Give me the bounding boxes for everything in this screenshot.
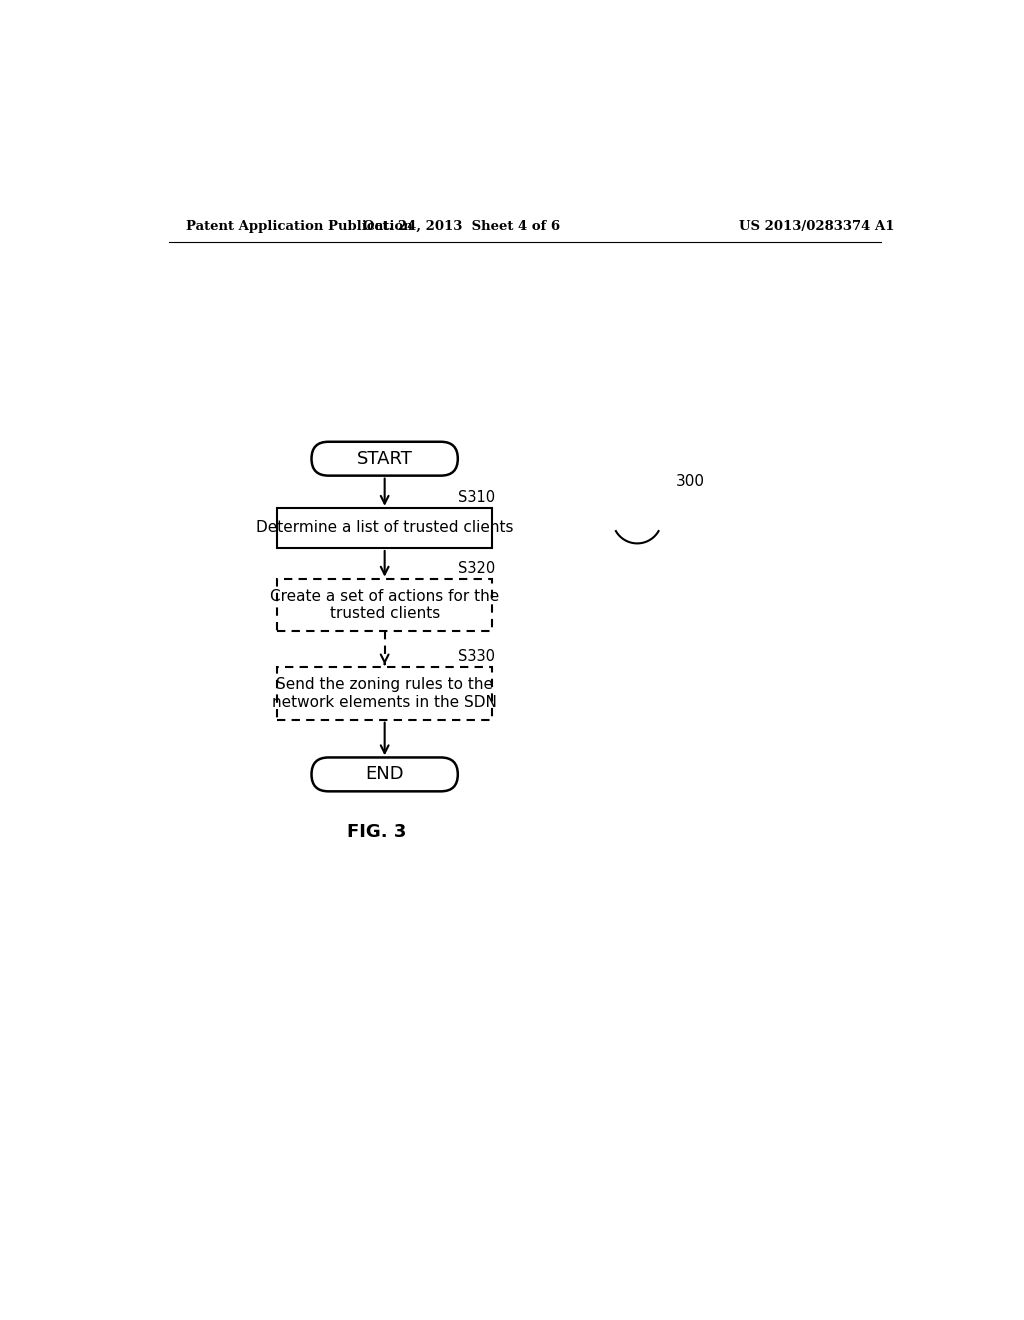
Text: US 2013/0283374 A1: US 2013/0283374 A1 <box>739 219 894 232</box>
Text: Determine a list of trusted clients: Determine a list of trusted clients <box>256 520 513 536</box>
Text: Oct. 24, 2013  Sheet 4 of 6: Oct. 24, 2013 Sheet 4 of 6 <box>364 219 560 232</box>
Text: S330: S330 <box>458 649 495 664</box>
Bar <box>276 508 493 548</box>
Text: 300: 300 <box>676 474 705 490</box>
Text: START: START <box>356 450 413 467</box>
Text: Create a set of actions for the
trusted clients: Create a set of actions for the trusted … <box>270 589 500 622</box>
FancyBboxPatch shape <box>311 758 458 792</box>
Text: S310: S310 <box>458 490 495 506</box>
Bar <box>276 668 493 719</box>
Text: Send the zoning rules to the
network elements in the SDN: Send the zoning rules to the network ele… <box>272 677 497 710</box>
FancyBboxPatch shape <box>311 442 458 475</box>
Text: S320: S320 <box>458 561 495 576</box>
Bar <box>276 578 493 631</box>
Text: Patent Application Publication: Patent Application Publication <box>186 219 413 232</box>
Text: END: END <box>366 766 404 783</box>
Text: FIG. 3: FIG. 3 <box>347 824 407 841</box>
